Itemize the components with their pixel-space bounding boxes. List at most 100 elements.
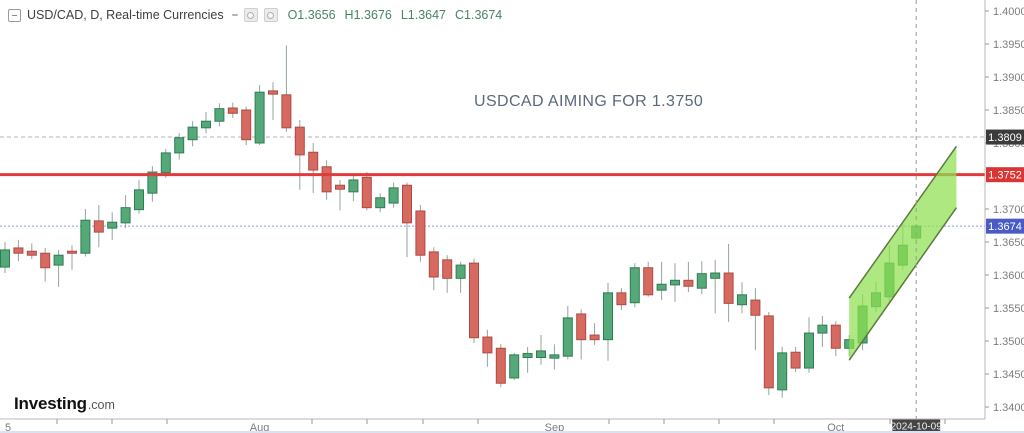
candle-body bbox=[750, 299, 761, 316]
candle-body bbox=[763, 315, 774, 389]
chart-legend: USD/CAD, D, Real-time Currencies O1.3656… bbox=[8, 8, 502, 22]
candle-body bbox=[174, 137, 185, 154]
investing-logo: Investing .com bbox=[14, 394, 115, 414]
candle-body bbox=[26, 250, 37, 256]
candle-body bbox=[469, 262, 479, 339]
alert-price-tag-text: 1.3809 bbox=[988, 132, 1022, 144]
candle-body bbox=[549, 354, 560, 359]
crosshair-date-tag bbox=[892, 419, 941, 433]
x-axis-label: Sep bbox=[545, 422, 565, 433]
candle-body bbox=[509, 354, 520, 379]
close-value: C1.3674 bbox=[455, 8, 503, 22]
y-axis-label: 1.3650 bbox=[993, 237, 1024, 249]
candle-body bbox=[428, 251, 439, 278]
candles bbox=[0, 45, 922, 398]
candle-body bbox=[107, 221, 118, 229]
candle-body bbox=[402, 184, 412, 224]
candle-body bbox=[696, 273, 707, 289]
candle-body bbox=[629, 267, 640, 304]
candle-body bbox=[160, 152, 171, 174]
candle-body bbox=[683, 279, 694, 287]
candle-body bbox=[482, 336, 493, 354]
candle-body bbox=[589, 334, 600, 341]
candle-body bbox=[361, 176, 372, 209]
candle-body bbox=[80, 219, 91, 254]
high-value: H1.3676 bbox=[344, 8, 392, 22]
resistance-price-tag-text: 1.3752 bbox=[988, 170, 1022, 182]
candle-body bbox=[522, 353, 533, 359]
candle-body bbox=[817, 324, 828, 334]
candle-body bbox=[536, 350, 546, 358]
investing-logo-tld: .com bbox=[87, 398, 115, 412]
y-axis-label: 1.3600 bbox=[993, 270, 1024, 282]
candle-body bbox=[616, 292, 627, 306]
resistance-price-tag bbox=[986, 167, 1024, 183]
dropdown-caret-icon[interactable] bbox=[231, 14, 238, 16]
investing-logo-brand: Investing bbox=[14, 394, 87, 413]
candle-body bbox=[93, 220, 104, 233]
candle-body bbox=[201, 120, 211, 129]
channel-bottom-edge bbox=[848, 207, 958, 361]
collapse-icon[interactable] bbox=[8, 8, 21, 22]
candle-body bbox=[495, 347, 506, 384]
candle-body bbox=[656, 283, 667, 291]
current-price-tag-text: 1.3674 bbox=[988, 221, 1022, 233]
candle-body bbox=[120, 207, 131, 224]
alert-price-tag bbox=[986, 129, 1024, 145]
candle-body bbox=[455, 264, 466, 279]
chart-text-annotation[interactable]: USDCAD AIMING FOR 1.3750 bbox=[474, 93, 704, 110]
candle-body bbox=[335, 184, 345, 190]
candle-body bbox=[214, 108, 225, 122]
candle-body bbox=[777, 352, 788, 391]
chart-settings-icon[interactable] bbox=[243, 8, 258, 22]
symbol-title[interactable]: USD/CAD, D, Real-time Currencies bbox=[27, 8, 224, 22]
y-axis-label: 1.3850 bbox=[993, 105, 1024, 117]
ohlc-readout: O1.3656 H1.3676 L1.3647 C1.3674 bbox=[288, 8, 503, 22]
candle-body bbox=[321, 166, 332, 193]
candle-body bbox=[710, 272, 721, 279]
candle-body bbox=[0, 249, 10, 268]
candle-body bbox=[723, 272, 734, 304]
candle-body bbox=[670, 279, 680, 286]
candle-body bbox=[830, 324, 841, 349]
page-bottom-divider bbox=[0, 431, 1024, 433]
candle-body bbox=[254, 91, 265, 144]
candle-body bbox=[562, 317, 573, 357]
candle-body bbox=[308, 151, 319, 171]
candle-body bbox=[227, 107, 238, 114]
open-value: O1.3656 bbox=[287, 8, 336, 22]
candle-body bbox=[13, 247, 24, 254]
candle-body bbox=[576, 313, 587, 341]
y-axis-label: 1.3950 bbox=[993, 39, 1024, 51]
y-axis-label: 1.3450 bbox=[993, 369, 1024, 381]
chart-visibility-icon[interactable] bbox=[263, 8, 278, 22]
candle-body bbox=[147, 171, 158, 194]
current-price-tag bbox=[986, 218, 1024, 234]
y-axis-label: 1.3400 bbox=[993, 402, 1024, 414]
candle-body bbox=[268, 90, 278, 95]
candle-body bbox=[134, 189, 144, 211]
candle-body bbox=[294, 126, 305, 156]
candle-body bbox=[442, 259, 453, 279]
candle-body bbox=[388, 187, 399, 204]
y-axis-label: 1.3500 bbox=[993, 336, 1024, 348]
candle-body bbox=[67, 250, 77, 254]
y-axis-label: 1.3550 bbox=[993, 303, 1024, 315]
low-value: L1.3647 bbox=[400, 8, 446, 22]
trend-channel[interactable] bbox=[849, 146, 957, 361]
candle-body bbox=[187, 126, 198, 141]
candle-body bbox=[643, 267, 654, 296]
candle-body bbox=[53, 254, 64, 266]
candle-body bbox=[375, 197, 386, 209]
candle-body bbox=[241, 109, 252, 141]
channel-top-edge bbox=[848, 145, 958, 299]
crosshair-date-tag-text: 2024-10-09 bbox=[891, 422, 943, 433]
candle-body bbox=[281, 94, 292, 129]
x-axis-label: Oct bbox=[827, 422, 844, 433]
candle-body bbox=[415, 210, 426, 256]
candle-body bbox=[804, 332, 814, 369]
candle-body bbox=[737, 294, 747, 306]
candle-body bbox=[40, 252, 51, 269]
